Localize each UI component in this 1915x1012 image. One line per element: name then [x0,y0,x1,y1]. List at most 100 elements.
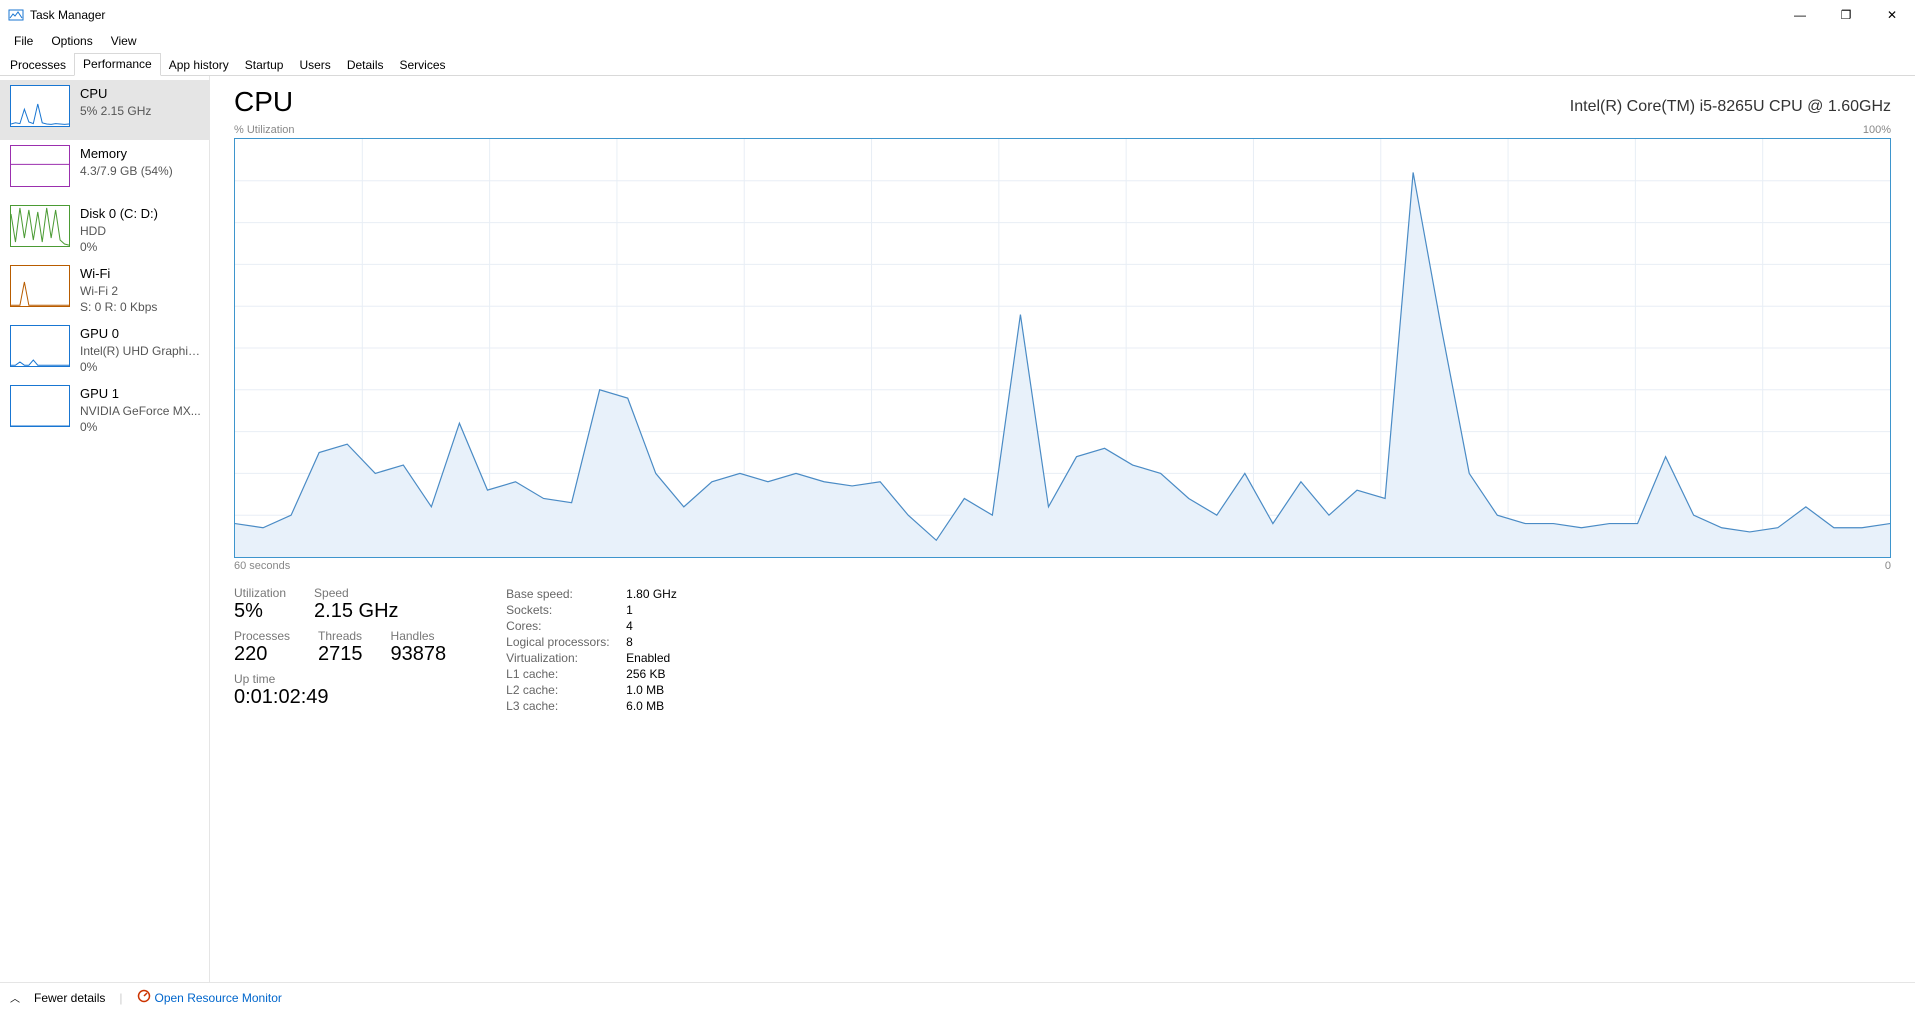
open-resource-monitor-label: Open Resource Monitor [155,991,282,1005]
separator: | [119,991,122,1005]
sidebar-item-line2: 5% 2.15 GHz [80,103,151,119]
main-header: CPU Intel(R) Core(TM) i5-8265U CPU @ 1.6… [234,86,1891,118]
stat-processes: Processes 220 [234,629,290,666]
tab-details[interactable]: Details [339,55,392,76]
sidebar-item-line3: S: 0 R: 0 Kbps [80,299,157,315]
sidebar-item-labels: CPU5% 2.15 GHz [80,85,151,119]
sidebar-item-line3: 0% [80,239,158,255]
spec-value: 4 [626,618,691,634]
tab-app-history[interactable]: App history [161,55,237,76]
stat-label: Threads [318,629,363,643]
spec-row: Base speed:1.80 GHz [506,586,691,602]
chart-label-top-right: 100% [1863,124,1891,136]
stats-right: Base speed:1.80 GHzSockets:1Cores:4Logic… [506,586,691,714]
cpu-utilization-chart [234,138,1891,558]
spec-label: Virtualization: [506,650,626,666]
sidebar-item-wi-fi[interactable]: Wi-FiWi-Fi 2S: 0 R: 0 Kbps [0,260,209,320]
spec-label: L1 cache: [506,666,626,682]
spec-label: Cores: [506,618,626,634]
resource-monitor-icon [137,989,151,1006]
sidebar-item-cpu[interactable]: CPU5% 2.15 GHz [0,80,209,140]
spec-value: 1 [626,602,691,618]
cpu-model-name: Intel(R) Core(TM) i5-8265U CPU @ 1.60GHz [1570,98,1891,116]
sidebar-thumb [10,325,70,367]
stat-value: 220 [234,643,290,666]
sidebar-item-title: GPU 1 [80,385,201,403]
sidebar-item-disk-0-c-d-[interactable]: Disk 0 (C: D:)HDD0% [0,200,209,260]
spec-row: L3 cache:6.0 MB [506,698,691,714]
sidebar-thumb [10,85,70,127]
sidebar-item-labels: Disk 0 (C: D:)HDD0% [80,205,158,255]
tab-processes[interactable]: Processes [2,55,74,76]
open-resource-monitor-link[interactable]: Open Resource Monitor [137,989,282,1006]
spec-value: Enabled [626,650,691,666]
footer: ︿ Fewer details | Open Resource Monitor [0,982,1915,1012]
chart-labels-bottom: 60 seconds 0 [234,560,1891,572]
sidebar-item-title: Memory [80,145,173,163]
spec-value: 6.0 MB [626,698,691,714]
sidebar-item-gpu-0[interactable]: GPU 0Intel(R) UHD Graphic...0% [0,320,209,380]
sidebar-item-labels: Wi-FiWi-Fi 2S: 0 R: 0 Kbps [80,265,157,315]
sidebar-item-labels: Memory4.3/7.9 GB (54%) [80,145,173,179]
sidebar-item-title: CPU [80,85,151,103]
stat-label: Utilization [234,586,286,600]
stat-value: 2.15 GHz [314,600,398,623]
tab-users[interactable]: Users [291,55,338,76]
sidebar-item-gpu-1[interactable]: GPU 1NVIDIA GeForce MX...0% [0,380,209,440]
stat-handles: Handles 93878 [391,629,447,666]
spec-value: 8 [626,634,691,650]
spec-row: Virtualization:Enabled [506,650,691,666]
window-controls: — ❐ ✕ [1777,0,1915,30]
app-icon [8,7,24,23]
page-title: CPU [234,86,293,118]
menu-file[interactable]: File [6,32,41,50]
spec-row: Logical processors:8 [506,634,691,650]
sidebar-item-labels: GPU 1NVIDIA GeForce MX...0% [80,385,201,435]
spec-row: Sockets:1 [506,602,691,618]
tab-services[interactable]: Services [392,55,454,76]
sidebar-item-memory[interactable]: Memory4.3/7.9 GB (54%) [0,140,209,200]
stat-uptime: Up time 0:01:02:49 [234,672,446,709]
spec-label: Logical processors: [506,634,626,650]
fewer-details-link[interactable]: Fewer details [34,991,105,1005]
chart-label-top-left: % Utilization [234,124,295,136]
menu-view[interactable]: View [103,32,145,50]
sidebar-item-title: Wi-Fi [80,265,157,283]
sidebar-thumb [10,385,70,427]
tab-performance[interactable]: Performance [74,53,161,76]
stat-label: Processes [234,629,290,643]
stat-speed: Speed 2.15 GHz [314,586,398,623]
stat-value: 0:01:02:49 [234,686,446,709]
spec-row: L1 cache:256 KB [506,666,691,682]
tab-startup[interactable]: Startup [237,55,292,76]
stat-label: Speed [314,586,398,600]
maximize-button[interactable]: ❐ [1823,0,1869,30]
sidebar-item-line2: 4.3/7.9 GB (54%) [80,163,173,179]
chart-labels-top: % Utilization 100% [234,124,1891,136]
spec-value: 1.0 MB [626,682,691,698]
sidebar-thumb [10,265,70,307]
sidebar-item-line3: 0% [80,359,201,375]
chart-label-bottom-right: 0 [1885,560,1891,572]
stats: Utilization 5% Speed 2.15 GHz Processes … [234,586,1891,714]
main: CPU Intel(R) Core(TM) i5-8265U CPU @ 1.6… [210,76,1915,982]
stat-value: 2715 [318,643,363,666]
spec-row: L2 cache:1.0 MB [506,682,691,698]
body: CPU5% 2.15 GHzMemory4.3/7.9 GB (54%)Disk… [0,76,1915,982]
spec-label: Base speed: [506,586,626,602]
sidebar-item-title: Disk 0 (C: D:) [80,205,158,223]
spec-value: 256 KB [626,666,691,682]
chevron-up-icon[interactable]: ︿ [10,990,20,1005]
menu-options[interactable]: Options [43,32,100,50]
close-button[interactable]: ✕ [1869,0,1915,30]
minimize-button[interactable]: — [1777,0,1823,30]
sidebar-item-line2: HDD [80,223,158,239]
sidebar-item-line2: Intel(R) UHD Graphic... [80,343,201,359]
stat-value: 5% [234,600,286,623]
sidebar-item-labels: GPU 0Intel(R) UHD Graphic...0% [80,325,201,375]
spec-row: Cores:4 [506,618,691,634]
tabbar: Processes Performance App history Startu… [0,52,1915,76]
titlebar: Task Manager — ❐ ✕ [0,0,1915,30]
stats-left: Utilization 5% Speed 2.15 GHz Processes … [234,586,446,714]
stats-row: Processes 220 Threads 2715 Handles 93878 [234,629,446,666]
